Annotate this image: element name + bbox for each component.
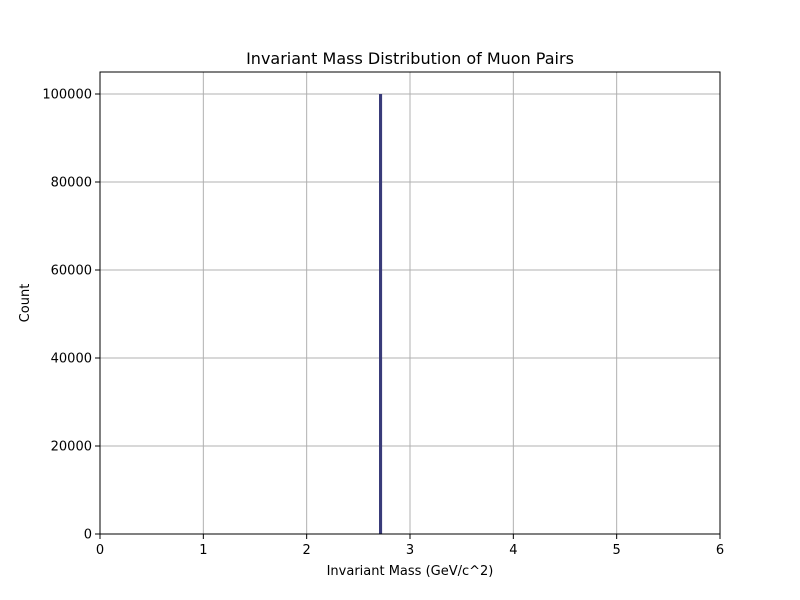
x-tick-label: 4 [509, 543, 517, 558]
y-tick-label: 0 [84, 528, 92, 543]
x-tick-label: 5 [613, 543, 621, 558]
x-tick-label: 6 [716, 543, 724, 558]
x-tick-label: 3 [406, 543, 414, 558]
y-tick-label: 40000 [51, 352, 92, 367]
y-tick-label: 60000 [51, 264, 92, 279]
x-axis-label: Invariant Mass (GeV/c^2) [327, 564, 494, 579]
y-axis-ticks: 0 20000 40000 60000 80000 100000 [42, 88, 100, 543]
y-tick-label: 20000 [51, 440, 92, 455]
x-tick-label: 0 [96, 543, 104, 558]
x-axis-ticks: 0 1 2 3 4 5 6 [96, 534, 724, 558]
x-tick-label: 1 [199, 543, 207, 558]
y-tick-label: 100000 [42, 88, 92, 103]
x-tick-label: 2 [303, 543, 311, 558]
y-tick-label: 80000 [51, 176, 92, 191]
grid [99, 72, 721, 535]
y-axis-label: Count [18, 284, 33, 323]
chart-title: Invariant Mass Distribution of Muon Pair… [246, 49, 574, 68]
bars [379, 94, 383, 534]
histogram-bar [379, 94, 383, 534]
